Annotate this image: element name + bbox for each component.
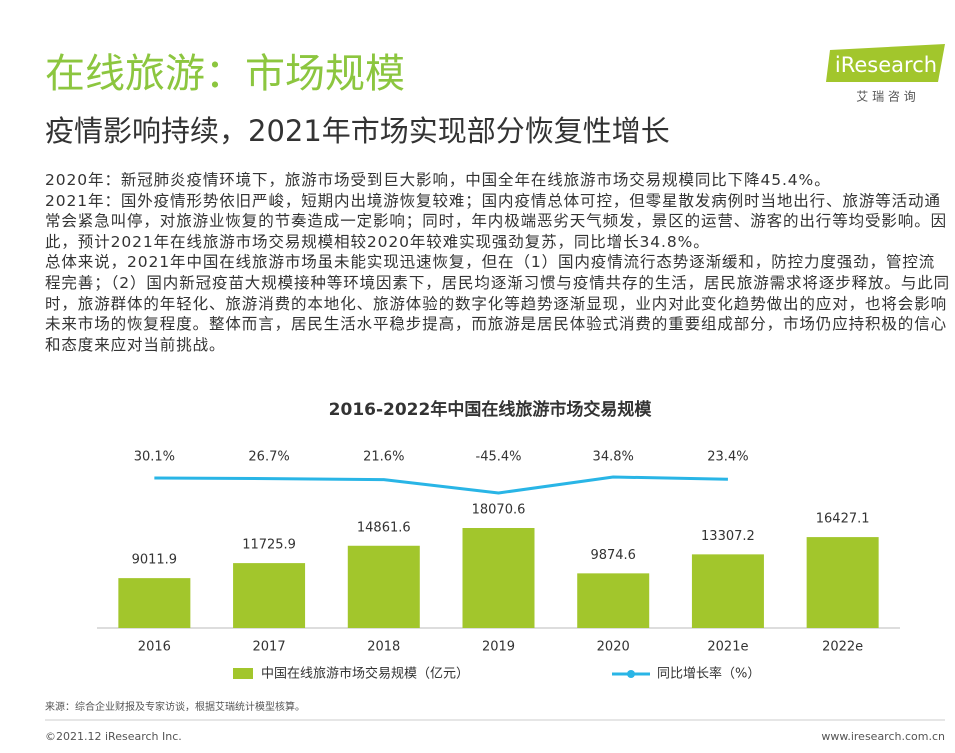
bar-label: 11725.9 xyxy=(242,538,296,553)
bar xyxy=(462,528,535,628)
bar-label: 9011.9 xyxy=(132,553,178,568)
x-tick-label: 2017 xyxy=(253,640,286,655)
logo: iResearch xyxy=(835,53,937,77)
chart-title: 2016-2022年中国在线旅游市场交易规模 xyxy=(329,399,653,420)
paragraph: 总体来说，2021年中国在线旅游市场虽未能实现迅速恢复，但在（1）国内疫情流行态… xyxy=(45,253,951,354)
x-tick-label: 2020 xyxy=(597,640,630,655)
page-title: 在线旅游：市场规模 xyxy=(45,51,405,97)
x-tick-label: 2021e xyxy=(707,640,748,655)
growth-label: 30.1% xyxy=(134,450,175,465)
bar-label: 9874.6 xyxy=(590,548,636,563)
page-subtitle: 疫情影响持续，2021年市场实现部分恢复性增长 xyxy=(45,114,670,148)
legend-swatch xyxy=(233,668,253,679)
logo-shape xyxy=(826,44,945,82)
legend-label: 中国在线旅游市场交易规模（亿元） xyxy=(261,666,469,682)
growth-label: 34.8% xyxy=(593,450,634,465)
paragraph: 2020年：新冠肺炎疫情环境下，旅游市场受到巨大影响，中国全年在线旅游市场交易规… xyxy=(45,171,831,189)
bar-label: 16427.1 xyxy=(816,512,870,527)
paragraph: 2021年：国外疫情形势依旧严峻，短期内出境游恢复较难；国内疫情总体可控，但零星… xyxy=(45,191,948,251)
legend-dot xyxy=(627,670,635,678)
bar xyxy=(118,578,191,628)
bar-label: 13307.2 xyxy=(701,529,755,544)
growth-label: 26.7% xyxy=(248,450,289,465)
bar xyxy=(577,573,650,628)
source: 来源：综合企业财报及专家访谈，根据艾瑞统计模型核算。 xyxy=(45,700,305,713)
x-tick-label: 2022e xyxy=(822,640,863,655)
bar xyxy=(347,545,420,628)
x-tick-label: 2016 xyxy=(138,640,171,655)
bar xyxy=(806,537,879,628)
body-text: 2020年：新冠肺炎疫情环境下，旅游市场受到巨大影响，中国全年在线旅游市场交易规… xyxy=(45,170,950,355)
bar xyxy=(691,554,764,628)
legend-label: 同比增长率（%） xyxy=(657,666,760,682)
bar xyxy=(233,563,306,628)
website: www.iresearch.com.cn xyxy=(821,730,945,743)
logo-sub: 艾 瑞 咨 询 xyxy=(856,89,915,104)
x-tick-label: 2019 xyxy=(482,640,515,655)
growth-label: -45.4% xyxy=(476,450,522,465)
x-tick-label: 2018 xyxy=(367,640,400,655)
growth-label: 23.4% xyxy=(707,450,748,465)
bar-label: 18070.6 xyxy=(472,503,526,518)
growth-label: 21.6% xyxy=(363,450,404,465)
copyright: ©2021.12 iResearch Inc. xyxy=(45,730,182,743)
bar-label: 14861.6 xyxy=(357,520,411,535)
growth-line xyxy=(154,475,728,495)
